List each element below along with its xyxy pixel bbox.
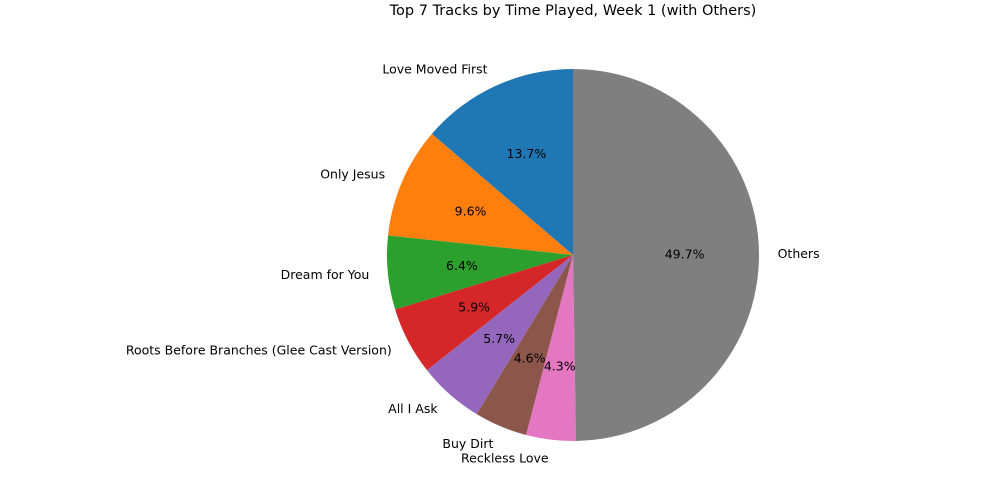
pct-label-roots-before-branches-glee-cast-version: 5.9% [458,299,490,314]
slice-label-reckless-love: Reckless Love [461,451,549,466]
pie-slice-buy-dirt [476,255,573,435]
slice-label-dream-for-you: Dream for You [281,267,370,282]
slice-label-love-moved-first: Love Moved First [382,62,487,77]
slice-label-all-i-ask: All I Ask [388,401,438,416]
pct-label-reckless-love: 4.3% [544,358,576,373]
pie-slice-only-jesus [388,133,573,255]
pie-slice-others [573,69,759,441]
pct-label-buy-dirt: 4.6% [514,350,546,365]
slice-label-roots-before-branches-glee-cast-version: Roots Before Branches (Glee Cast Version… [126,342,392,357]
pct-label-only-jesus: 9.6% [455,203,487,218]
pie-slice-roots-before-branches-glee-cast-version [395,255,573,371]
slice-label-buy-dirt: Buy Dirt [442,436,493,451]
slice-label-only-jesus: Only Jesus [320,166,385,181]
pct-label-dream-for-you: 6.4% [446,258,478,273]
pie-slice-reckless-love [526,255,576,441]
slice-label-others: Others [778,246,820,261]
slice-labels: Love Moved First Only Jesus Dream for You R… [126,62,820,466]
pie-slice-love-moved-first [431,69,573,255]
percent-labels: 13.7% 9.6% 6.4% 5.9% 5.7% 4.6%4.3% 49.7% [446,146,705,373]
pct-label-love-moved-first: 13.7% [507,146,547,161]
chart-title: Top 7 Tracks by Time Played, Week 1 (wit… [389,3,757,19]
pie-slice-dream-for-you [386,235,573,310]
pct-label-all-i-ask: 5.7% [483,331,515,346]
pie-slice-all-i-ask [427,255,573,415]
pie-slices [386,69,759,441]
pct-label-others: 49.7% [665,247,705,262]
